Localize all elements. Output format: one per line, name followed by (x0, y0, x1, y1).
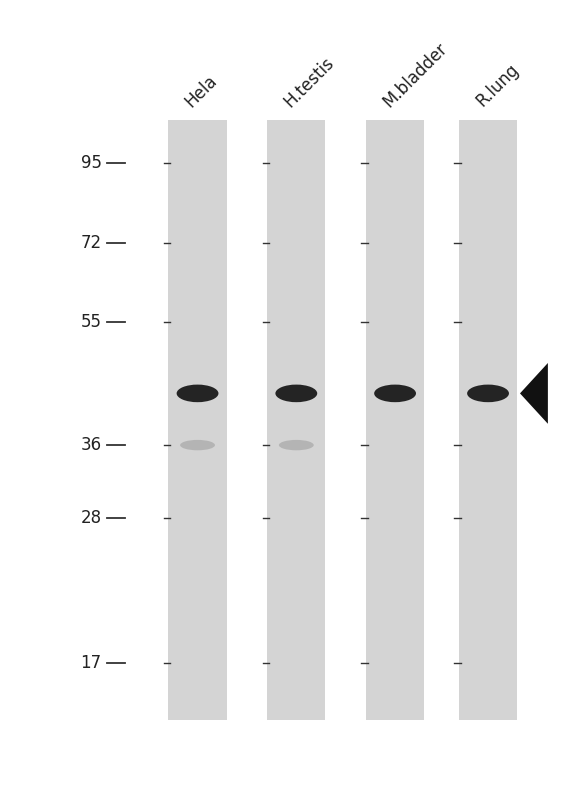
Ellipse shape (279, 440, 314, 450)
Ellipse shape (275, 385, 317, 402)
Bar (168, 120, 227, 720)
Text: 72: 72 (81, 234, 102, 252)
Text: 36: 36 (81, 436, 102, 454)
Text: 95: 95 (81, 154, 102, 172)
Ellipse shape (467, 385, 509, 402)
Text: 28: 28 (81, 510, 102, 527)
Text: R.lung: R.lung (472, 61, 522, 110)
Text: Hela: Hela (182, 71, 221, 110)
Ellipse shape (180, 440, 215, 450)
Ellipse shape (177, 385, 218, 402)
Ellipse shape (374, 385, 416, 402)
Bar (459, 120, 517, 720)
Text: 55: 55 (81, 313, 102, 330)
Text: 17: 17 (81, 654, 102, 673)
Bar (267, 120, 325, 720)
Text: H.testis: H.testis (281, 54, 338, 110)
Bar (366, 120, 424, 720)
Polygon shape (520, 363, 548, 424)
Text: M.bladder: M.bladder (379, 39, 451, 110)
